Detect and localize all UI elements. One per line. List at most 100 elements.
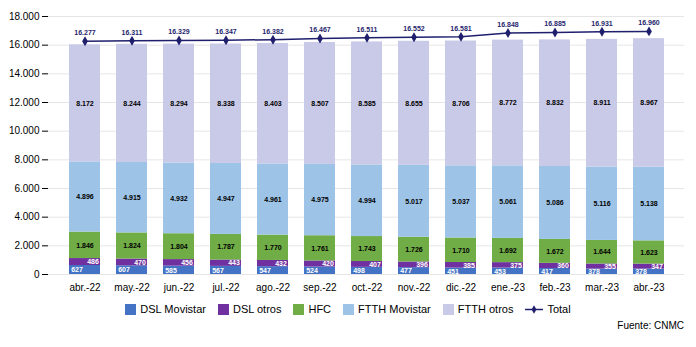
svg-text:607: 607 — [118, 266, 130, 273]
svg-text:385: 385 — [463, 262, 475, 269]
svg-text:4.915: 4.915 — [123, 194, 141, 201]
svg-text:18.000: 18.000 — [9, 11, 40, 22]
svg-text:mar.-23: mar.-23 — [585, 282, 619, 293]
svg-text:1.644: 1.644 — [593, 248, 611, 255]
svg-text:4.975: 4.975 — [311, 196, 329, 203]
svg-text:451: 451 — [447, 268, 459, 275]
svg-text:1.743: 1.743 — [358, 245, 376, 252]
svg-text:5.116: 5.116 — [593, 200, 610, 207]
svg-text:5.086: 5.086 — [546, 199, 564, 206]
svg-text:8.911: 8.911 — [593, 99, 610, 106]
svg-text:396: 396 — [416, 261, 428, 268]
svg-text:16.552: 16.552 — [403, 25, 425, 32]
svg-text:8.706: 8.706 — [452, 100, 470, 107]
svg-text:4.896: 4.896 — [76, 193, 94, 200]
svg-text:8.338: 8.338 — [217, 100, 235, 107]
svg-text:4.932: 4.932 — [170, 195, 188, 202]
svg-text:627: 627 — [71, 266, 83, 273]
svg-text:6.000: 6.000 — [14, 183, 39, 194]
svg-text:4.947: 4.947 — [217, 195, 235, 202]
svg-text:8.172: 8.172 — [76, 100, 94, 107]
svg-text:4.961: 4.961 — [264, 196, 282, 203]
svg-text:1.770: 1.770 — [264, 244, 282, 251]
svg-text:1.672: 1.672 — [546, 248, 564, 255]
svg-text:375: 375 — [510, 262, 522, 269]
svg-text:16.311: 16.311 — [121, 29, 142, 36]
svg-text:10.000: 10.000 — [9, 125, 40, 136]
svg-text:8.403: 8.403 — [264, 100, 282, 107]
svg-text:567: 567 — [212, 267, 224, 274]
svg-text:486: 486 — [87, 258, 99, 265]
svg-text:470: 470 — [134, 259, 146, 266]
svg-text:16.382: 16.382 — [262, 28, 284, 35]
svg-text:16.848: 16.848 — [497, 21, 519, 28]
svg-text:16.347: 16.347 — [215, 28, 237, 35]
svg-text:abr.-22: abr.-22 — [69, 282, 101, 293]
svg-text:abr.-23: abr.-23 — [633, 282, 665, 293]
svg-text:8.832: 8.832 — [546, 99, 564, 106]
svg-text:8.507: 8.507 — [311, 100, 329, 107]
svg-text:355: 355 — [604, 263, 616, 270]
svg-text:1.710: 1.710 — [452, 247, 470, 254]
svg-text:8.967: 8.967 — [640, 99, 658, 106]
svg-text:5.017: 5.017 — [405, 198, 423, 205]
svg-text:2.000: 2.000 — [14, 240, 39, 251]
svg-text:5.061: 5.061 — [499, 198, 517, 205]
svg-text:16.511: 16.511 — [356, 26, 377, 33]
svg-text:407: 407 — [369, 261, 381, 268]
svg-text:524: 524 — [306, 267, 318, 274]
svg-text:8.585: 8.585 — [358, 100, 376, 107]
svg-text:1.726: 1.726 — [405, 246, 423, 253]
svg-text:420: 420 — [322, 260, 334, 267]
svg-text:1.824: 1.824 — [123, 242, 141, 249]
svg-text:ene.-23: ene.-23 — [491, 282, 525, 293]
svg-text:8.244: 8.244 — [123, 100, 141, 107]
svg-text:16.277: 16.277 — [74, 29, 96, 36]
svg-text:360: 360 — [557, 262, 569, 269]
svg-text:1.846: 1.846 — [76, 242, 94, 249]
svg-text:8.294: 8.294 — [170, 100, 188, 107]
svg-text:4.994: 4.994 — [358, 197, 376, 204]
svg-text:5.037: 5.037 — [452, 198, 470, 205]
svg-text:may.-22: may.-22 — [114, 282, 150, 293]
svg-text:16.329: 16.329 — [168, 28, 190, 35]
svg-text:8.772: 8.772 — [499, 99, 517, 106]
svg-text:16.581: 16.581 — [450, 25, 472, 32]
svg-text:5.138: 5.138 — [640, 200, 658, 207]
svg-text:16.000: 16.000 — [9, 39, 40, 50]
svg-text:16.467: 16.467 — [309, 26, 331, 33]
svg-text:oct.-22: oct.-22 — [352, 282, 383, 293]
svg-text:456: 456 — [181, 259, 193, 266]
svg-text:sep.-22: sep.-22 — [303, 282, 337, 293]
svg-text:378: 378 — [635, 268, 647, 275]
svg-text:16.885: 16.885 — [544, 20, 566, 27]
svg-text:0: 0 — [34, 269, 40, 280]
svg-text:347: 347 — [651, 263, 663, 270]
svg-text:585: 585 — [165, 267, 177, 274]
svg-text:453: 453 — [494, 267, 506, 274]
svg-text:8.000: 8.000 — [14, 154, 39, 165]
svg-text:477: 477 — [400, 267, 412, 274]
svg-text:1.692: 1.692 — [499, 247, 517, 254]
svg-text:8.655: 8.655 — [405, 100, 423, 107]
svg-text:443: 443 — [228, 259, 240, 266]
svg-text:ago.-22: ago.-22 — [256, 282, 290, 293]
svg-text:nov.-22: nov.-22 — [398, 282, 431, 293]
svg-text:jul.-22: jul.-22 — [211, 282, 240, 293]
svg-text:feb.-23: feb.-23 — [539, 282, 571, 293]
svg-text:1.804: 1.804 — [170, 243, 188, 250]
svg-text:547: 547 — [259, 267, 271, 274]
svg-text:432: 432 — [275, 260, 287, 267]
svg-text:4.000: 4.000 — [14, 211, 39, 222]
svg-text:1.623: 1.623 — [640, 249, 658, 256]
svg-text:378: 378 — [588, 268, 600, 275]
svg-text:14.000: 14.000 — [9, 68, 40, 79]
svg-text:498: 498 — [353, 267, 365, 274]
svg-text:12.000: 12.000 — [9, 97, 40, 108]
svg-text:417: 417 — [541, 268, 553, 275]
svg-text:16.931: 16.931 — [591, 20, 613, 27]
svg-text:dic.-22: dic.-22 — [446, 282, 476, 293]
svg-text:16.960: 16.960 — [638, 19, 660, 26]
svg-text:1.787: 1.787 — [217, 243, 235, 250]
svg-text:jun.-22: jun.-22 — [163, 282, 195, 293]
